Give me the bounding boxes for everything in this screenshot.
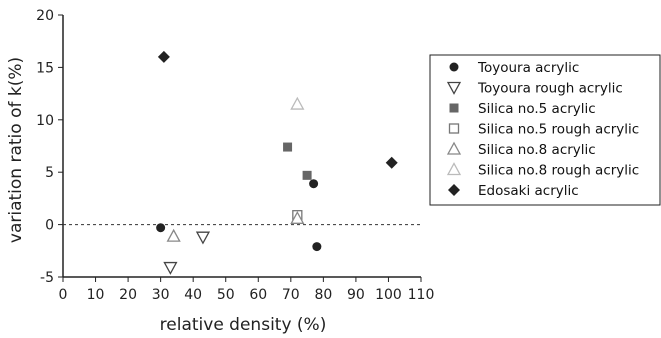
data-points xyxy=(156,50,398,275)
legend-label: Edosaki acrylic xyxy=(478,183,579,199)
legend-marker xyxy=(446,141,462,155)
legend-marker xyxy=(448,184,460,196)
x-tick-label: 0 xyxy=(59,287,68,303)
x-tick-label: 60 xyxy=(249,287,267,303)
y-axis-ticks: -5 0 5 10 15 20 xyxy=(36,8,63,286)
y-tick-label: 15 xyxy=(36,60,54,76)
data-point xyxy=(312,242,322,252)
legend-label: Toyoura acrylic xyxy=(477,60,579,76)
data-point xyxy=(309,179,319,189)
legend-label: Silica no.8 rough acrylic xyxy=(478,163,639,179)
legend-marker xyxy=(448,123,460,134)
y-tick-label: 20 xyxy=(36,8,54,24)
data-point xyxy=(195,231,211,245)
x-tick-label: 100 xyxy=(375,287,402,303)
data-point xyxy=(156,223,166,233)
legend-label: Toyoura rough acrylic xyxy=(477,81,623,97)
x-tick-label: 40 xyxy=(184,287,202,303)
data-point xyxy=(290,210,305,224)
data-point xyxy=(157,50,170,63)
data-point xyxy=(166,228,181,242)
x-tick-label: 110 xyxy=(408,287,435,303)
data-point xyxy=(385,156,398,169)
x-tick-label: 30 xyxy=(152,287,170,303)
legend-marker xyxy=(449,103,459,113)
legend-marker xyxy=(446,81,462,95)
legend-box xyxy=(429,54,661,206)
y-tick-label: 10 xyxy=(36,113,54,129)
y-tick-label: 5 xyxy=(45,165,54,181)
legend-marker xyxy=(449,62,459,72)
x-tick-label: 90 xyxy=(347,287,365,303)
data-point xyxy=(302,170,312,180)
x-tick-label: 50 xyxy=(217,287,235,303)
data-point xyxy=(283,142,293,152)
x-tick-label: 70 xyxy=(282,287,300,303)
x-axis-title: relative density (%) xyxy=(160,315,327,335)
x-tick-label: 10 xyxy=(87,287,105,303)
axes xyxy=(62,15,421,278)
legend: Toyoura acrylic Toyoura rough acrylic Sili… xyxy=(429,54,661,206)
legend-label: Silica no.5 acrylic xyxy=(478,101,596,117)
legend-marker xyxy=(446,162,462,176)
y-axis-title: variation ratio of k(%) xyxy=(6,57,26,243)
data-point xyxy=(163,261,178,275)
y-tick-label: -5 xyxy=(40,270,54,286)
data-point xyxy=(290,96,305,110)
x-tick-label: 20 xyxy=(119,287,137,303)
x-axis-ticks: 0 10 20 30 40 50 60 70 80 90 100 110 xyxy=(59,277,435,303)
y-tick-label: 0 xyxy=(45,218,54,234)
x-tick-label: 80 xyxy=(314,287,332,303)
legend-label: Silica no.5 rough acrylic xyxy=(478,122,639,138)
legend-label: Silica no.8 acrylic xyxy=(478,142,596,158)
